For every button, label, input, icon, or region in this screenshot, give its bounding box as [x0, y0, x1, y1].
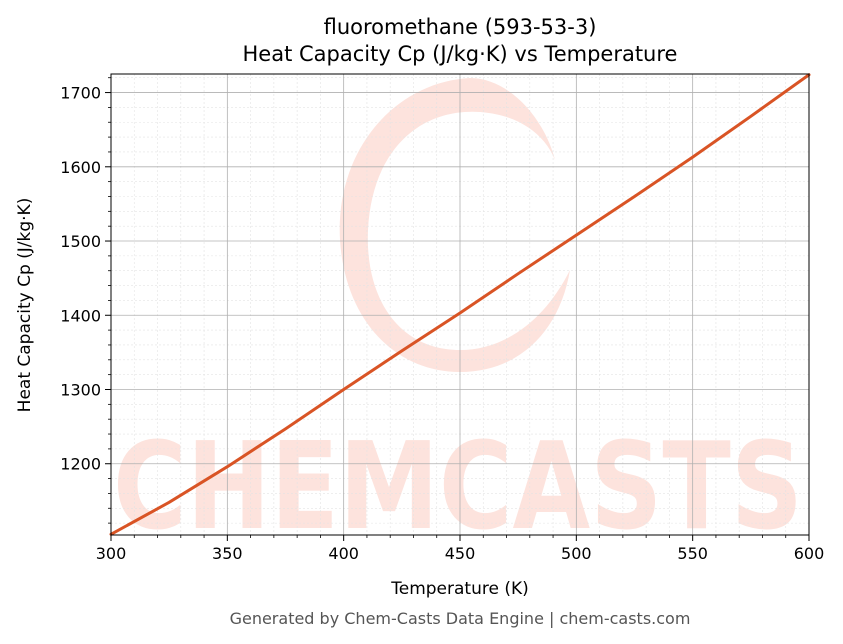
x-tick-label: 550 [677, 544, 708, 563]
y-tick-label: 1300 [60, 380, 101, 399]
y-axis-label: Heat Capacity Cp (J/kg·K) [15, 198, 35, 413]
x-tick-label: 400 [328, 544, 359, 563]
y-tick-label: 1400 [60, 306, 101, 325]
footer-credit: Generated by Chem-Casts Data Engine | ch… [230, 609, 691, 628]
watermark-text: CHEMCASTS [113, 418, 803, 557]
chart-title-line2: Heat Capacity Cp (J/kg·K) vs Temperature [243, 42, 678, 66]
x-tick-label: 300 [96, 544, 127, 563]
x-tick-label: 450 [445, 544, 476, 563]
chart-title-line1: fluoromethane (593-53-3) [324, 15, 597, 39]
y-tick-label: 1200 [60, 455, 101, 474]
x-axis-label: Temperature (K) [390, 579, 529, 599]
x-tick-label: 500 [561, 544, 592, 563]
series-line [109, 73, 811, 536]
x-tick-label: 600 [794, 544, 825, 563]
series-layer [109, 73, 811, 536]
y-tick-label: 1700 [60, 84, 101, 103]
y-tick-label: 1500 [60, 232, 101, 251]
y-tick-label: 1600 [60, 158, 101, 177]
x-tick-label: 350 [212, 544, 243, 563]
watermark: CHEMCASTS [113, 78, 803, 557]
axis-ticks: 300 350 400 450 500 550 600 1200 1300 1400 1500 160… [60, 77, 825, 563]
